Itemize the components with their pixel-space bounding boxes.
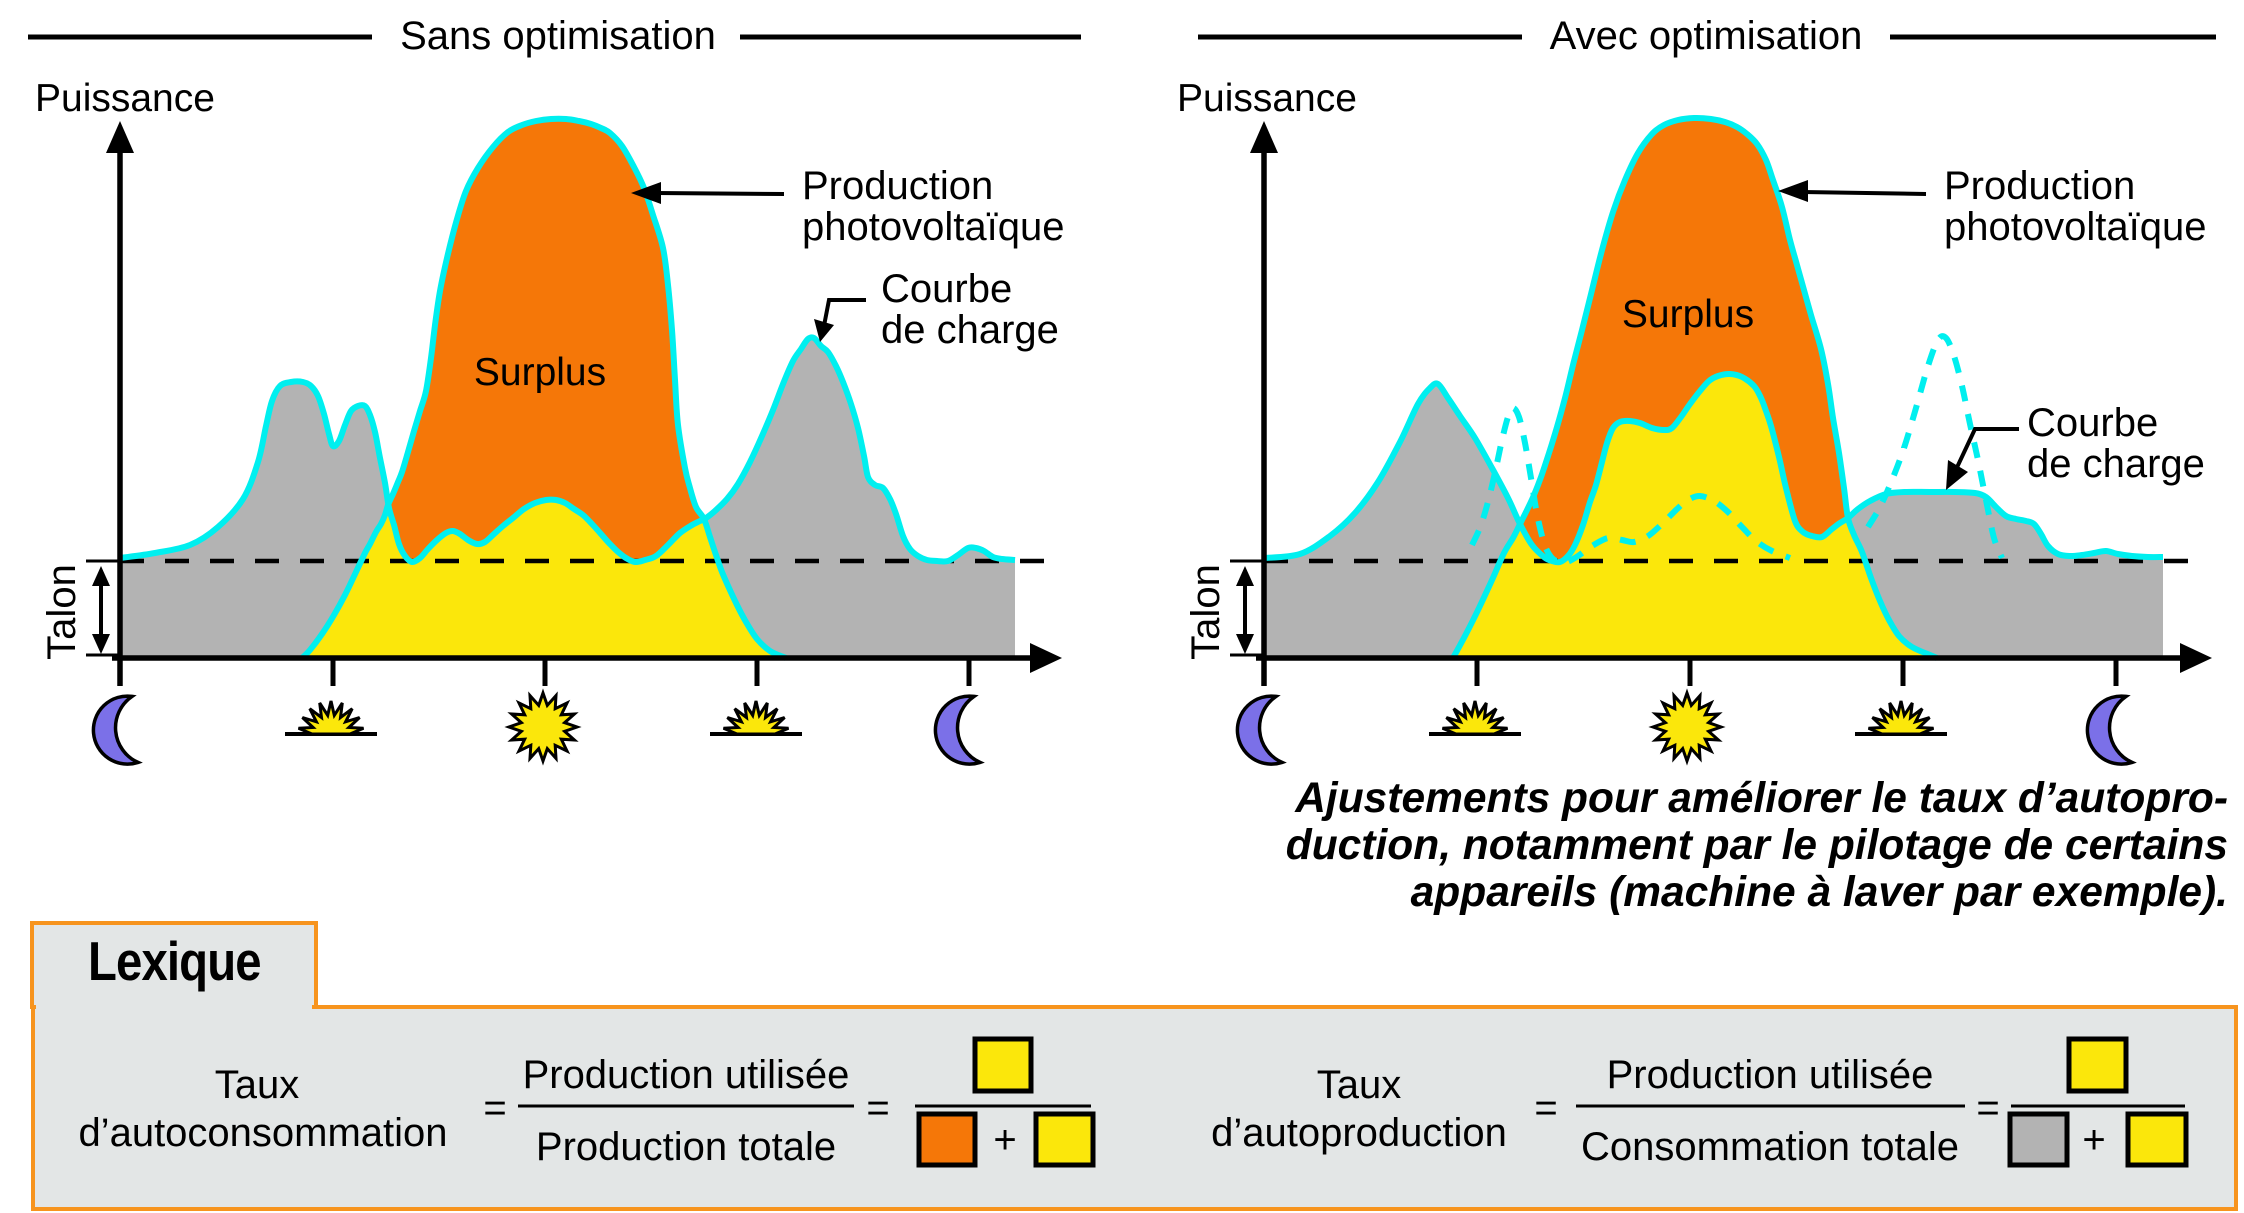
svg-text:Consommation totale: Consommation totale [1581,1125,1959,1169]
svg-text:Talon: Talon [1184,564,1228,660]
svg-text:photovoltaïque: photovoltaïque [802,205,1064,249]
svg-text:duction, notamment par le pil: duction, notamment par le pilotage de ce… [1286,822,2228,869]
svg-text:Taux: Taux [215,1063,300,1107]
svg-text:Production utilisée: Production utilisée [1607,1053,1934,1097]
svg-text:+: + [993,1118,1016,1162]
svg-text:Ajustements pour améliorer le: Ajustements pour améliorer le taux d’aut… [1294,775,2228,822]
svg-text:d’autoproduction: d’autoproduction [1211,1111,1507,1155]
svg-text:Avec optimisation: Avec optimisation [1550,14,1863,58]
svg-text:Production: Production [1944,164,2135,208]
svg-text:Puissance: Puissance [35,77,215,120]
svg-text:=: = [1976,1086,1999,1130]
svg-text:Sans optimisation: Sans optimisation [400,14,716,58]
svg-text:Production totale: Production totale [536,1125,836,1169]
svg-text:=: = [866,1086,889,1130]
svg-text:Courbe: Courbe [2027,401,2158,445]
svg-text:Courbe: Courbe [881,267,1012,311]
svg-text:d’autoconsommation: d’autoconsommation [78,1111,447,1155]
svg-text:Taux: Taux [1317,1063,1402,1107]
svg-text:Surplus: Surplus [474,351,606,394]
svg-text:=: = [483,1086,506,1130]
svg-text:Puissance: Puissance [1177,77,1357,120]
svg-text:photovoltaïque: photovoltaïque [1944,205,2206,249]
svg-text:Production utilisée: Production utilisée [523,1053,850,1097]
svg-text:de charge: de charge [2027,442,2205,486]
svg-text:de charge: de charge [881,308,1059,352]
svg-text:Surplus: Surplus [1622,293,1754,336]
svg-text:Production: Production [802,164,993,208]
svg-text:appareils (machine à laver par: appareils (machine à laver par exemple). [1411,869,2228,916]
svg-text:+: + [2082,1118,2105,1162]
svg-text:=: = [1534,1086,1557,1130]
svg-text:Lexique: Lexique [88,931,261,992]
svg-text:Talon: Talon [40,564,84,660]
